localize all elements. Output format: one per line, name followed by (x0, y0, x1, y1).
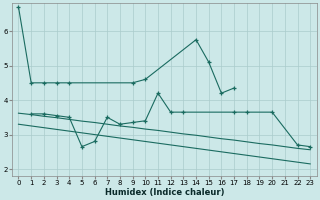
X-axis label: Humidex (Indice chaleur): Humidex (Indice chaleur) (105, 188, 224, 197)
